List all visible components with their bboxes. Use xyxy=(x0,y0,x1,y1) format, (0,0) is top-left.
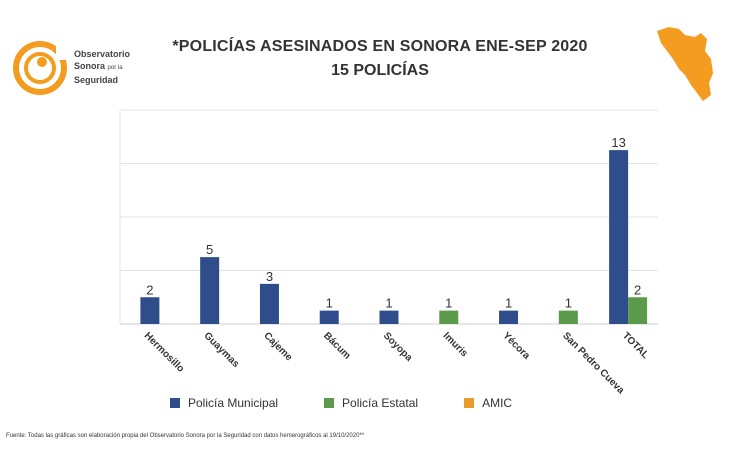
legend-swatch-municipal xyxy=(170,398,180,408)
x-tick-label: Imuris xyxy=(441,330,470,359)
bar-yécora-0 xyxy=(499,310,519,324)
source-footnote: Fuente: Todas las gráficas son elaboraci… xyxy=(6,433,365,439)
chart-title: *POLICÍAS ASESINADOS EN SONORA ENE-SEP 2… xyxy=(172,38,588,55)
legend-swatch-estatal xyxy=(324,398,335,408)
x-tick-label: Soyopa xyxy=(381,330,415,364)
logo-line3: Seguridad xyxy=(74,75,119,85)
logo-mark-icon xyxy=(13,41,70,95)
data-label: 1 xyxy=(445,296,452,311)
data-label: 3 xyxy=(266,269,273,284)
bar-san-pedro-cueva-1 xyxy=(558,310,578,324)
bar-total-0 xyxy=(609,150,629,324)
bar-total-1 xyxy=(628,297,648,324)
bar-guaymas-0 xyxy=(200,257,220,324)
x-tick-label: Cajeme xyxy=(261,330,294,363)
x-tick-label: TOTAL xyxy=(620,330,651,361)
logo-line2-small: por la xyxy=(107,65,123,71)
sonora-map-icon xyxy=(657,27,713,101)
legend-item-amic: AMIC xyxy=(464,396,512,410)
data-label: 1 xyxy=(385,296,392,311)
data-label: 5 xyxy=(206,242,213,257)
data-label: 1 xyxy=(505,296,512,311)
legend-item-municipal: Policía Municipal xyxy=(170,396,278,410)
data-label: 13 xyxy=(611,135,625,150)
x-tick-label: Guaymas xyxy=(202,330,242,370)
data-label: 1 xyxy=(326,296,333,311)
bar-imuris-1 xyxy=(439,310,459,324)
logo-line2: Sonora xyxy=(74,61,106,71)
bar-soyopa-0 xyxy=(379,310,399,324)
bar-hermosillo-0 xyxy=(140,297,160,324)
data-label: 2 xyxy=(634,282,641,297)
logo-text: Observatorio Sonora por la Seguridad xyxy=(74,48,130,86)
legend-item-estatal: Policía Estatal xyxy=(324,396,418,410)
x-tick-label: Yécora xyxy=(500,330,532,362)
legend-label-amic: AMIC xyxy=(482,396,513,410)
legend: Policía Municipal Policía Estatal AMIC xyxy=(170,396,558,410)
legend-swatch-amic xyxy=(464,398,475,408)
x-tick-label: Bácum xyxy=(321,330,352,361)
x-tick-label: San Pedro Cueva xyxy=(560,330,626,396)
logo: Observatorio Sonora por la Seguridad xyxy=(12,38,162,100)
legend-label-municipal: Policía Municipal xyxy=(188,396,279,410)
bar-cajeme-0 xyxy=(259,283,279,324)
logo-line1: Observatorio xyxy=(74,49,131,59)
legend-label-estatal: Policía Estatal xyxy=(342,396,419,410)
chart-subtitle: 15 POLICÍAS xyxy=(331,62,429,79)
x-tick-label: Hermosillo xyxy=(142,330,186,374)
bar-bácum-0 xyxy=(319,310,339,324)
data-label: 1 xyxy=(565,296,572,311)
data-label: 2 xyxy=(146,282,153,297)
title-block: *POLICÍAS ASESINADOS EN SONORA ENE-SEP 2… xyxy=(150,38,610,80)
